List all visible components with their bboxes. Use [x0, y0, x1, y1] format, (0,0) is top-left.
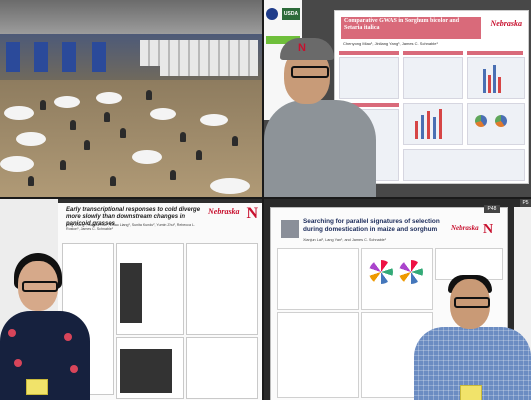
baseball-cap — [280, 38, 334, 60]
bar-figure-mark — [415, 121, 418, 139]
poster-authors: Xianjun Lai¹, Lang Yan¹, and James C. Sc… — [303, 238, 387, 242]
poster-figure — [403, 149, 525, 181]
attendee — [232, 136, 238, 146]
hall-banner — [34, 42, 48, 72]
selection-poster-photo: P5 Searching for parallel signatures of … — [264, 199, 531, 400]
attendee — [170, 170, 176, 180]
poster-figure — [186, 243, 258, 335]
attendee — [120, 128, 126, 138]
attendee — [196, 150, 202, 160]
person-face — [450, 279, 490, 329]
cold-response-poster: Early transcriptional responses to cold … — [58, 203, 262, 400]
attendee — [104, 112, 110, 122]
poster-text-block — [339, 57, 399, 99]
round-table — [96, 92, 122, 104]
nebraska-logo: Nebraska — [490, 19, 522, 28]
usda-logo: USDA — [282, 8, 300, 20]
section-header-bar — [403, 51, 463, 55]
nebraska-logo: Nebraska — [208, 207, 240, 216]
attendee — [146, 90, 152, 100]
person-hoodie — [264, 100, 376, 197]
poster-title: Comparative GWAS in Sorghum bicolor and … — [341, 17, 481, 39]
bar-figure-mark — [421, 115, 424, 139]
nebraska-n-logo: N — [246, 205, 258, 222]
poster-number: P5 — [520, 199, 531, 207]
gwas-poster: Comparative GWAS in Sorghum bicolor and … — [334, 10, 529, 184]
poster-authors: Chenyong Miao¹, Jinliang Yang¹, James C.… — [343, 41, 438, 46]
section-header-bar — [467, 51, 523, 55]
poster-figure — [403, 57, 463, 99]
person-face — [18, 261, 58, 311]
hall-ceiling — [0, 0, 262, 34]
attendee — [28, 176, 34, 186]
usda-seal-icon — [266, 8, 278, 20]
bar-figure-mark — [433, 117, 436, 139]
author-photo — [281, 220, 299, 238]
floral-pattern — [14, 359, 22, 367]
radial-figure — [399, 260, 423, 284]
glasses — [22, 281, 58, 292]
heatmap-figure — [120, 349, 172, 393]
name-badge — [26, 379, 48, 395]
bar-figure-mark — [439, 109, 442, 139]
round-table — [4, 106, 34, 120]
attendee — [60, 160, 66, 170]
conference-hall-photo — [0, 0, 262, 197]
floral-pattern — [8, 329, 16, 337]
name-badge — [460, 385, 482, 400]
poster-text-block — [277, 248, 359, 310]
pie-figure — [475, 115, 487, 127]
bar-figure-mark — [498, 77, 501, 93]
cold-response-poster-photo: Early transcriptional responses to cold … — [0, 199, 262, 400]
pie-figure — [495, 115, 507, 127]
nebraska-logo: Nebraska — [451, 224, 479, 232]
section-header-bar — [339, 51, 399, 55]
bar-figure-mark — [493, 65, 496, 93]
glasses — [454, 297, 490, 308]
round-table — [0, 156, 34, 172]
heatmap-figure — [120, 263, 142, 323]
poster-text-block — [277, 312, 359, 398]
attendee — [40, 100, 46, 110]
attendee — [110, 176, 116, 186]
round-table — [54, 96, 80, 108]
poster-board-row — [160, 58, 258, 76]
radial-figure — [369, 260, 393, 284]
attendee — [70, 120, 76, 130]
cap-logo: N — [298, 42, 306, 54]
nebraska-n-logo: N — [483, 222, 494, 237]
floral-pattern — [70, 365, 78, 373]
bar-figure-mark — [483, 69, 486, 93]
poster-title: Searching for parallel signatures of sel… — [303, 218, 440, 233]
round-table — [132, 150, 162, 164]
hall-banner — [92, 42, 106, 72]
attendee — [180, 132, 186, 142]
poster-number: P48 — [484, 205, 500, 213]
bar-figure-mark — [427, 111, 430, 139]
round-table — [210, 178, 250, 194]
section-header-bar — [339, 103, 399, 107]
glasses — [291, 66, 329, 78]
gwas-poster-photo: USDA Comparative GWAS in Sorghum bicolor… — [264, 0, 531, 197]
round-table — [150, 108, 176, 120]
poster-figure — [467, 57, 525, 99]
round-table — [200, 114, 228, 126]
poster-figure — [186, 337, 258, 399]
round-table — [16, 132, 46, 146]
green-label-strip — [266, 36, 300, 44]
floral-pattern — [64, 333, 72, 341]
bar-figure-mark — [488, 75, 491, 93]
poster-authors: Xing Zhang¹, Xiaomin Ma¹, Zihao Liang¹, … — [66, 223, 195, 231]
hall-banner — [62, 42, 76, 72]
poster-title: Early transcriptional responses to cold … — [66, 207, 201, 227]
hall-banner — [6, 42, 20, 72]
attendee — [84, 140, 90, 150]
